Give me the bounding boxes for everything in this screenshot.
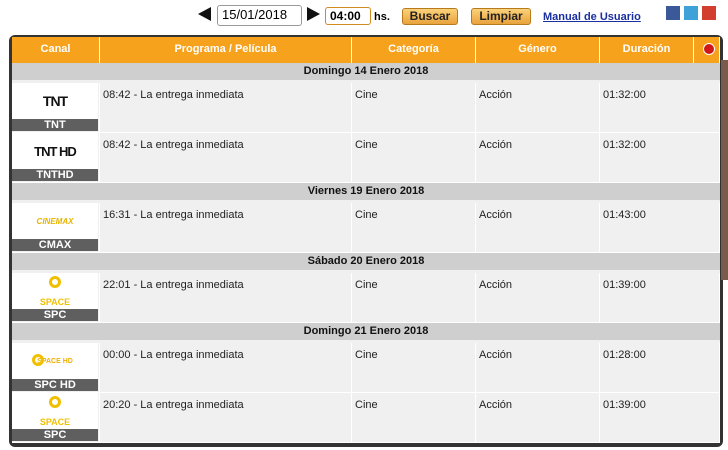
prev-arrow[interactable] bbox=[198, 7, 211, 21]
search-button[interactable]: Buscar bbox=[402, 8, 458, 25]
twitter-icon[interactable] bbox=[684, 6, 698, 20]
channel-logo: SPACE bbox=[12, 273, 98, 309]
close-button[interactable] bbox=[703, 43, 715, 55]
category-cell: Cine bbox=[352, 133, 476, 183]
program-cell: 16:31 - La entrega inmediata bbox=[100, 203, 352, 253]
column-header: Duración bbox=[600, 37, 694, 63]
space-logo-ring bbox=[49, 276, 61, 288]
program-cell: 22:01 - La entrega inmediata bbox=[100, 273, 352, 323]
date-input[interactable]: 15/01/2018 bbox=[217, 5, 302, 26]
date-group-header: Domingo 21 Enero 2018 bbox=[12, 323, 720, 340]
duration-cell: 01:32:00 bbox=[600, 83, 720, 133]
genre-cell: Acción bbox=[476, 273, 600, 323]
channel-logo: TNT bbox=[12, 83, 98, 119]
duration-cell: 01:39:00 bbox=[600, 273, 720, 323]
genre-cell: Acción bbox=[476, 393, 600, 443]
category-cell: Cine bbox=[352, 83, 476, 133]
genre-cell: Acción bbox=[476, 133, 600, 183]
time-unit: hs. bbox=[374, 11, 390, 23]
duration-cell: 01:32:00 bbox=[600, 133, 720, 183]
facebook-icon[interactable] bbox=[666, 6, 680, 20]
channel-name: CMAX bbox=[12, 239, 98, 251]
clear-button[interactable]: Limpiar bbox=[471, 8, 531, 25]
date-group-header: Sábado 20 Enero 2018 bbox=[12, 253, 720, 270]
column-header: Programa / Película bbox=[100, 37, 352, 63]
manual-link[interactable]: Manual de Usuario bbox=[543, 11, 641, 23]
channel-name: SPC bbox=[12, 309, 98, 321]
channel-name: TNTHD bbox=[12, 169, 98, 181]
scrollbar bbox=[721, 60, 728, 280]
program-cell: 08:42 - La entrega inmediata bbox=[100, 83, 352, 133]
date-group-header: Domingo 14 Enero 2018 bbox=[12, 63, 720, 80]
column-header: Género bbox=[476, 37, 600, 63]
duration-cell: 01:43:00 bbox=[600, 203, 720, 253]
category-cell: Cine bbox=[352, 273, 476, 323]
channel-logo: TNT HD bbox=[12, 133, 98, 169]
date-group-header: Viernes 19 Enero 2018 bbox=[12, 183, 720, 200]
category-cell: Cine bbox=[352, 393, 476, 443]
category-cell: Cine bbox=[352, 343, 476, 393]
program-cell: 08:42 - La entrega inmediata bbox=[100, 133, 352, 183]
channel-logo: SPACE HD bbox=[12, 343, 98, 379]
channel-name: SPC bbox=[12, 429, 98, 441]
genre-cell: Acción bbox=[476, 83, 600, 133]
channel-name: SPC HD bbox=[12, 379, 98, 391]
duration-cell: 01:39:00 bbox=[600, 393, 720, 443]
space-logo-ring bbox=[32, 354, 44, 366]
program-cell: 00:00 - La entrega inmediata bbox=[100, 343, 352, 393]
category-cell: Cine bbox=[352, 203, 476, 253]
space-logo-ring bbox=[49, 396, 61, 408]
duration-cell: 01:28:00 bbox=[600, 343, 720, 393]
channel-logo: CINEMAX bbox=[12, 203, 98, 239]
program-cell: 20:20 - La entrega inmediata bbox=[100, 393, 352, 443]
next-arrow[interactable] bbox=[307, 7, 320, 21]
channel-name: TNT bbox=[12, 119, 98, 131]
column-header: Categoría bbox=[352, 37, 476, 63]
column-header: Canal bbox=[12, 37, 100, 63]
genre-cell: Acción bbox=[476, 203, 600, 253]
time-input[interactable]: 04:00 bbox=[325, 7, 371, 25]
genre-cell: Acción bbox=[476, 343, 600, 393]
schedule-table: Canal Programa / Película Categoría Género D… bbox=[12, 37, 720, 443]
googleplus-icon[interactable] bbox=[702, 6, 716, 20]
